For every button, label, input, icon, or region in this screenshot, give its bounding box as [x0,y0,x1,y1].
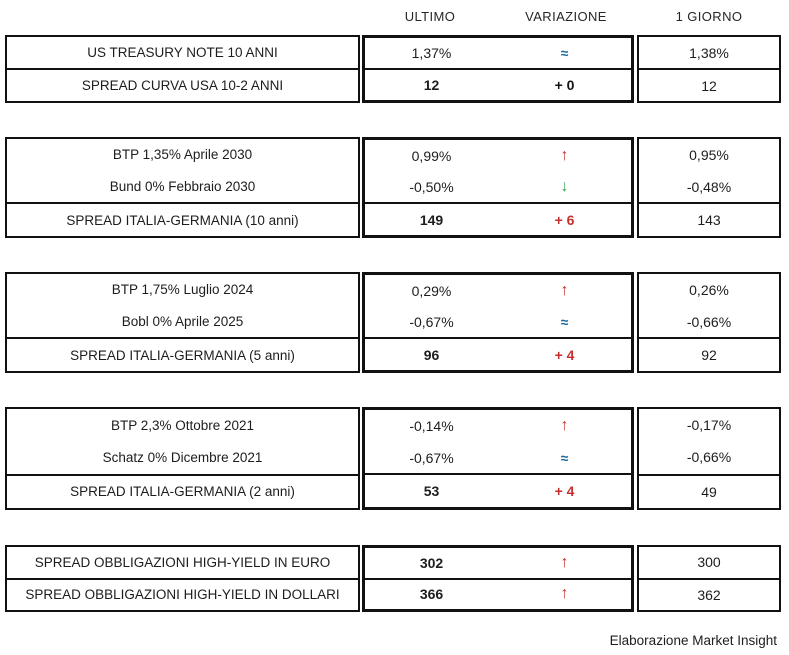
header-mid-group: ULTIMO VARIAZIONE [362,9,634,24]
ultimo-value: 12 [423,77,440,93]
giorno-value: 1,38% [689,44,729,61]
ultimo-value: 366 [419,586,444,603]
section-spread-5-anni: BTP 1,75% Luglio 2024 Bobl 0% Aprile 202… [5,272,781,373]
section-spread-10-anni: BTP 1,35% Aprile 2030 Bund 0% Febbraio 2… [5,137,781,238]
row-label: BTP 2,3% Ottobre 2021 [110,417,255,433]
giorno-value: 49 [639,473,779,508]
variazione-value: + 0 [554,77,575,93]
column-headers: ULTIMO VARIAZIONE 1 GIORNO [5,9,781,24]
giorno-box: 300 362 [637,545,781,612]
variazione-value: + 4 [554,346,575,363]
ultimo-value: -0,14% [409,417,454,434]
table-row: 0,99% ↑ [365,140,631,171]
ultimo-variazione-box: -0,14% ↑ -0,67% ≈ 53 + 4 [362,407,634,510]
label-box: BTP 1,35% Aprile 2030 Bund 0% Febbraio 2… [5,137,360,238]
ultimo-value: 0,29% [411,282,452,299]
row-label: SPREAD ITALIA-GERMANIA (10 anni) [7,202,358,236]
giorno-value: 300 [697,554,721,571]
variazione-value: + 4 [554,483,575,500]
ultimo-variazione-box: 0,99% ↑ -0,50% ↓ 149 + 6 [362,137,634,238]
giorno-box: 1,38% 12 [637,35,781,103]
approx-equal-icon: ≈ [560,45,569,61]
column-header-ultimo: ULTIMO [404,9,456,24]
up-arrow-icon: ↑ [560,281,569,299]
row-label: SPREAD ITALIA-GERMANIA (5 anni) [7,337,358,371]
giorno-box: 0,95% -0,48% 143 [637,137,781,238]
ultimo-value: 0,99% [411,147,452,164]
table-row: 0,29% ↑ [365,275,631,306]
column-header-giorno: 1 GIORNO [675,9,743,24]
ultimo-value: 302 [419,554,444,571]
row-label: US TREASURY NOTE 10 ANNI [87,45,278,60]
table-row: 96 + 4 [365,337,631,370]
ultimo-value: 1,37% [411,45,452,61]
giorno-value: 92 [639,337,779,371]
variazione-value: + 6 [554,211,575,228]
row-label: Bobl 0% Aprile 2025 [121,314,244,329]
giorno-value: 12 [639,68,779,101]
up-arrow-icon: ↑ [560,585,569,603]
table-row: 149 + 6 [365,202,631,235]
giorno-value: -0,48% [686,178,732,195]
giorno-value: 143 [639,202,779,236]
giorno-value: -0,66% [686,449,732,466]
section-high-yield: SPREAD OBBLIGAZIONI HIGH-YIELD IN EURO S… [5,545,781,612]
row-label: SPREAD OBBLIGAZIONI HIGH-YIELD IN EURO [34,554,331,570]
row-label: BTP 1,75% Luglio 2024 [111,282,254,298]
section-us-treasury: US TREASURY NOTE 10 ANNI SPREAD CURVA US… [5,35,781,103]
table-row: 12 + 0 [365,68,631,100]
down-arrow-icon: ↓ [560,177,569,195]
table-row: -0,67% ≈ [365,306,631,337]
table-row: -0,14% ↑ [365,410,631,442]
giorno-value: 0,26% [689,281,729,298]
ultimo-value: 149 [419,211,444,228]
approx-equal-icon: ≈ [560,449,569,466]
up-arrow-icon: ↑ [560,146,569,164]
table-row: -0,67% ≈ [365,442,631,474]
row-label: SPREAD CURVA USA 10-2 ANNI [7,68,358,101]
table-row: 1,37% ≈ [365,38,631,68]
giorno-box: -0,17% -0,66% 49 [637,407,781,510]
giorno-value: 0,95% [689,146,729,163]
label-box: BTP 1,75% Luglio 2024 Bobl 0% Aprile 202… [5,272,360,373]
label-box: BTP 2,3% Ottobre 2021 Schatz 0% Dicembre… [5,407,360,510]
row-label: SPREAD ITALIA-GERMANIA (2 anni) [7,473,358,508]
ultimo-value: -0,67% [409,449,454,466]
section-spread-2-anni: BTP 2,3% Ottobre 2021 Schatz 0% Dicembre… [5,407,781,510]
label-box: US TREASURY NOTE 10 ANNI SPREAD CURVA US… [5,35,360,103]
label-box: SPREAD OBBLIGAZIONI HIGH-YIELD IN EURO S… [5,545,360,612]
giorno-box: 0,26% -0,66% 92 [637,272,781,373]
giorno-value: 362 [639,577,779,611]
row-label: SPREAD OBBLIGAZIONI HIGH-YIELD IN DOLLAR… [7,577,358,611]
row-label: Schatz 0% Dicembre 2021 [102,449,263,465]
ultimo-value: 53 [423,483,440,500]
ultimo-variazione-box: 0,29% ↑ -0,67% ≈ 96 + 4 [362,272,634,373]
up-arrow-icon: ↑ [560,553,569,571]
credit-line: Elaborazione Market Insight [609,633,777,648]
row-label: Bund 0% Febbraio 2030 [109,179,256,194]
approx-equal-icon: ≈ [560,313,569,330]
table-row: -0,50% ↓ [365,171,631,202]
column-header-variazione: VARIAZIONE [525,9,607,24]
table-row: 53 + 4 [365,473,631,507]
ultimo-value: 96 [423,346,440,363]
ultimo-variazione-box: 302 ↑ 366 ↑ [362,545,634,612]
giorno-value: -0,17% [686,417,732,434]
giorno-value: -0,66% [686,313,732,330]
ultimo-value: -0,67% [409,313,454,330]
ultimo-variazione-box: 1,37% ≈ 12 + 0 [362,35,634,103]
ultimo-value: -0,50% [409,178,454,195]
row-label: BTP 1,35% Aprile 2030 [112,147,253,163]
up-arrow-icon: ↑ [560,416,569,434]
table-row: 366 ↑ [365,577,631,610]
table-row: 302 ↑ [365,548,631,578]
